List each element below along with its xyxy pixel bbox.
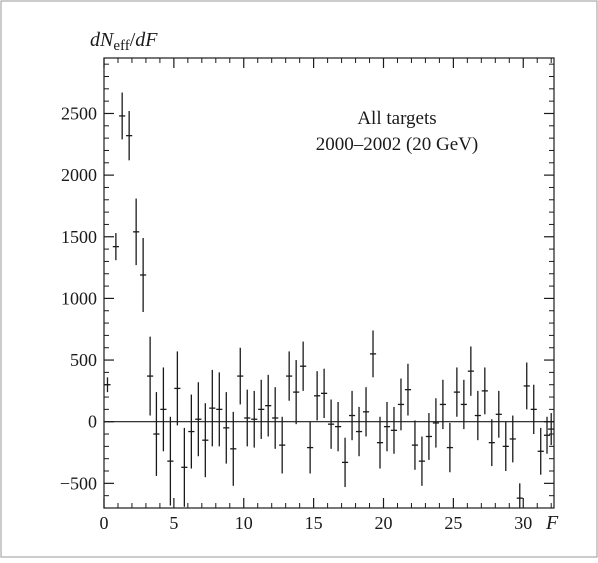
- data-point: [509, 415, 516, 463]
- data-point: [495, 390, 502, 438]
- data-point: [425, 413, 432, 460]
- data-point: [328, 399, 335, 449]
- data-point: [418, 436, 426, 486]
- y-tick-label: 2500: [61, 103, 97, 123]
- data-point: [188, 394, 195, 469]
- data-point: [230, 411, 237, 486]
- data-point: [147, 336, 154, 416]
- plot-area: [103, 57, 555, 509]
- data-point: [376, 416, 384, 469]
- data-point: [537, 427, 544, 475]
- x-axis-label: F: [545, 512, 559, 534]
- y-tick-label: −500: [60, 473, 97, 493]
- data-point: [119, 92, 126, 140]
- x-tick-label: 5: [169, 513, 178, 533]
- data-point: [314, 371, 321, 421]
- data-point: [523, 362, 530, 410]
- data-point: [251, 390, 258, 448]
- data-point: [348, 390, 356, 441]
- data-point: [446, 422, 453, 473]
- data-point: [181, 427, 188, 507]
- x-axis-ticks: 0 5 10 15 20 25 30: [100, 58, 552, 533]
- data-point: [488, 419, 495, 467]
- data-point: [174, 351, 181, 426]
- data-point: [502, 421, 509, 472]
- data-point: [530, 384, 537, 435]
- data-point: [321, 368, 328, 418]
- data-point: [300, 341, 307, 391]
- data-point: [153, 392, 160, 476]
- data-point: [543, 416, 551, 454]
- data-point: [548, 413, 554, 446]
- y-tick-label: 1000: [61, 288, 97, 308]
- data-point: [160, 367, 167, 452]
- data-point: [244, 389, 251, 447]
- y-tick-label: 1500: [61, 227, 97, 247]
- x-tick-label: 30: [514, 513, 532, 533]
- data-point: [467, 346, 474, 396]
- data-point: [404, 363, 412, 416]
- data-point: [439, 379, 446, 430]
- data-point: [293, 360, 300, 425]
- data-point: [355, 406, 363, 457]
- y-tick-label: 0: [88, 412, 97, 432]
- x-tick-label: 20: [375, 513, 393, 533]
- data-point: [453, 367, 460, 417]
- data-point: [112, 233, 119, 261]
- data-point: [474, 390, 481, 441]
- y-axis-label: dNeff/dF: [90, 29, 158, 54]
- annotation-line-2: 2000–2002 (20 GeV): [316, 134, 479, 155]
- data-point: [432, 398, 439, 448]
- data-point: [140, 238, 147, 312]
- x-tick-label: 0: [100, 513, 109, 533]
- data-point: [223, 392, 230, 464]
- y-tick-label: 2000: [61, 165, 97, 185]
- data-point: [167, 416, 174, 506]
- annotation-line-1: All targets: [357, 108, 436, 129]
- data-point: [133, 198, 140, 266]
- data-point: [237, 347, 244, 405]
- x-tick-label: 10: [235, 513, 253, 533]
- data-point: [335, 401, 342, 452]
- data-point: [460, 379, 467, 430]
- data-point: [411, 420, 419, 470]
- data-point: [279, 416, 286, 474]
- data-point: [258, 379, 265, 439]
- data-points: [104, 92, 554, 508]
- data-point: [265, 374, 272, 437]
- y-axis-ticks: −500 0 500 1000 1500 2000 2500: [60, 63, 554, 497]
- x-tick-label: 25: [444, 513, 462, 533]
- data-point: [397, 378, 405, 431]
- data-point: [104, 377, 111, 393]
- y-tick-label: 500: [70, 350, 97, 370]
- data-point: [369, 330, 377, 378]
- x-tick-label: 15: [305, 513, 323, 533]
- data-point: [362, 387, 370, 437]
- data-point: [202, 403, 209, 478]
- data-point: [216, 372, 223, 447]
- data-point: [390, 406, 398, 454]
- data-point: [341, 437, 349, 488]
- data-point: [516, 483, 523, 508]
- data-point: [307, 421, 314, 474]
- data-point: [286, 351, 293, 401]
- data-point: [383, 401, 391, 452]
- data-point: [481, 367, 488, 415]
- data-point: [126, 111, 133, 161]
- data-point: [209, 369, 216, 447]
- data-point: [272, 387, 279, 449]
- data-point: [195, 382, 202, 457]
